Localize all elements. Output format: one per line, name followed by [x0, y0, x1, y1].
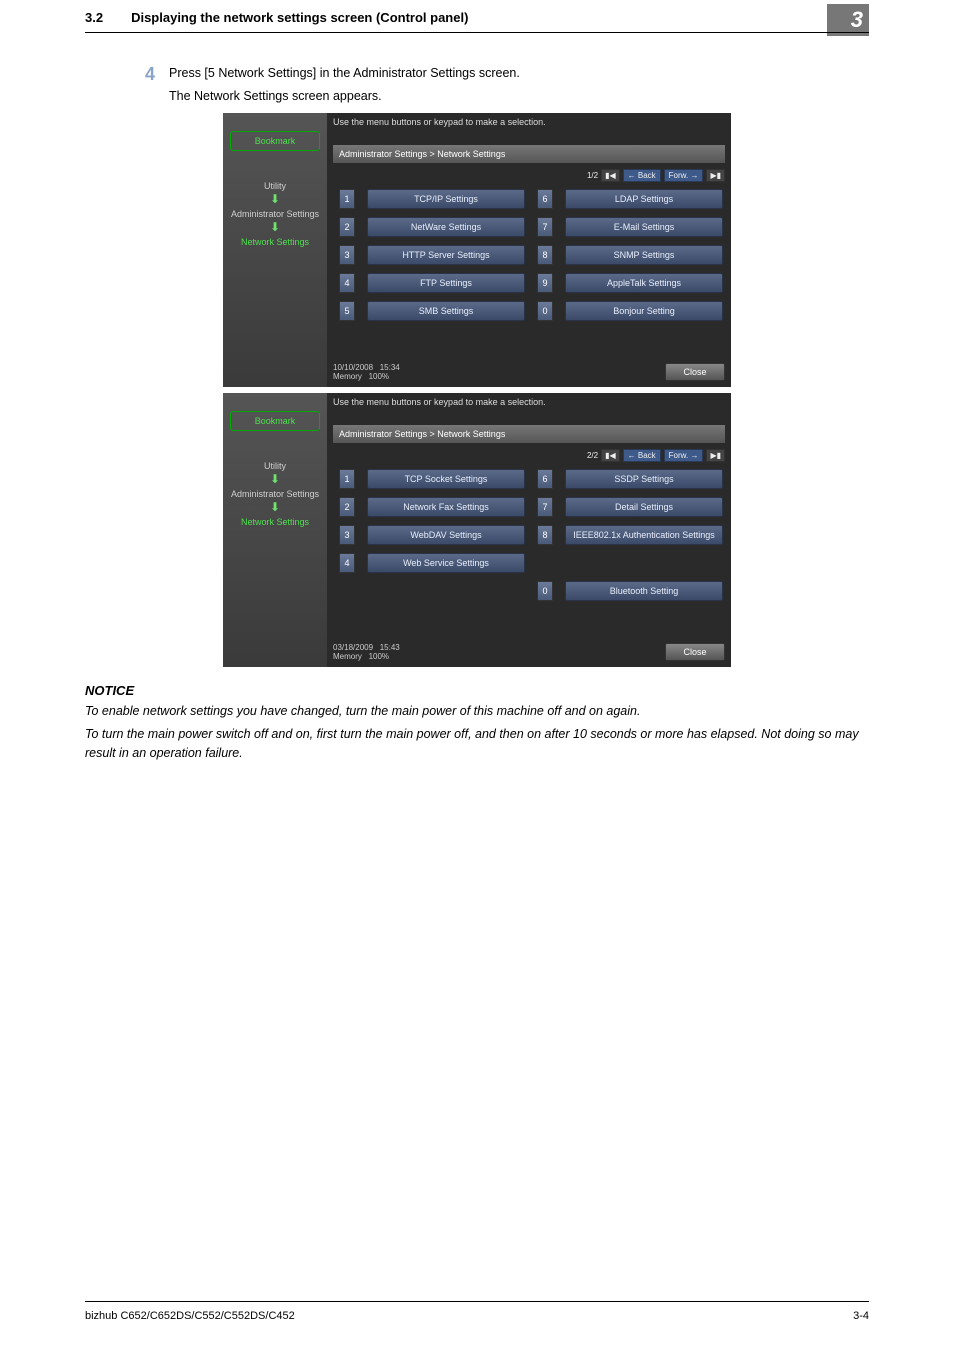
- close-button[interactable]: Close: [665, 643, 725, 661]
- status-time: 15:34: [380, 363, 400, 372]
- memory-label: Memory: [333, 652, 362, 661]
- footer-model: bizhub C652/C652DS/C552/C552DS/C452: [85, 1310, 295, 1322]
- status-bar: 10/10/2008 15:34 Memory 100% Close: [333, 361, 725, 383]
- pager-last-button[interactable]: ▶▮: [706, 449, 725, 462]
- sidebar: BookmarkUtility⬇Administrator Settings⬇N…: [223, 393, 327, 667]
- status-date: 10/10/2008: [333, 363, 373, 372]
- menu-button[interactable]: SMB Settings: [367, 301, 525, 321]
- step-text: Press [5 Network Settings] in the Admini…: [169, 64, 520, 83]
- menu-button[interactable]: Bonjour Setting: [565, 301, 723, 321]
- menu-number: 2: [339, 497, 355, 517]
- footer-page: 3-4: [853, 1310, 869, 1322]
- menu-button[interactable]: LDAP Settings: [565, 189, 723, 209]
- header-rule: [85, 32, 869, 33]
- main-panel: Use the menu buttons or keypad to make a…: [327, 393, 731, 667]
- step-subtext: The Network Settings screen appears.: [169, 89, 869, 103]
- menu-button[interactable]: IEEE802.1x Authentication Settings: [565, 525, 723, 545]
- arrow-down-icon: ⬇: [270, 503, 280, 513]
- menu-number: 8: [537, 525, 553, 545]
- notice-para-1: To enable network settings you have chan…: [85, 702, 869, 721]
- instruction-text: Use the menu buttons or keypad to make a…: [333, 117, 546, 127]
- pager: 2/2▮◀← BackForw. →▶▮: [587, 447, 725, 463]
- status-bar: 03/18/2009 15:43 Memory 100% Close: [333, 641, 725, 663]
- page-indicator: 1/2: [587, 171, 598, 180]
- breadcrumb: Administrator Settings > Network Setting…: [333, 425, 725, 443]
- footer-rule: [85, 1301, 869, 1302]
- menu-number: 1: [339, 469, 355, 489]
- arrow-down-icon: ⬇: [270, 195, 280, 205]
- menu-button[interactable]: WebDAV Settings: [367, 525, 525, 545]
- menu-number: 6: [537, 469, 553, 489]
- menu-number: 1: [339, 189, 355, 209]
- section-title: Displaying the network settings screen (…: [131, 10, 869, 25]
- pager-back-button[interactable]: ← Back: [623, 449, 661, 462]
- pager-first-button[interactable]: ▮◀: [601, 169, 620, 182]
- device-screenshot: BookmarkUtility⬇Administrator Settings⬇N…: [223, 113, 731, 387]
- menu-number: 2: [339, 217, 355, 237]
- menu-number: 4: [339, 553, 355, 573]
- pager-first-button[interactable]: ▮◀: [601, 449, 620, 462]
- memory-value: 100%: [369, 372, 389, 381]
- menu-button[interactable]: TCP Socket Settings: [367, 469, 525, 489]
- menu-number: 8: [537, 245, 553, 265]
- pager: 1/2▮◀← BackForw. →▶▮: [587, 167, 725, 183]
- memory-label: Memory: [333, 372, 362, 381]
- menu-grid: 1TCP/IP Settings6LDAP Settings2NetWare S…: [339, 189, 719, 321]
- menu-number: 4: [339, 273, 355, 293]
- menu-button[interactable]: SSDP Settings: [565, 469, 723, 489]
- menu-button[interactable]: TCP/IP Settings: [367, 189, 525, 209]
- menu-number: 3: [339, 245, 355, 265]
- menu-number: 7: [537, 217, 553, 237]
- menu-button[interactable]: Web Service Settings: [367, 553, 525, 573]
- pager-forward-button[interactable]: Forw. →: [664, 169, 704, 182]
- pager-last-button[interactable]: ▶▮: [706, 169, 725, 182]
- menu-number: 5: [339, 301, 355, 321]
- menu-button[interactable]: Bluetooth Setting: [565, 581, 723, 601]
- notice-para-2: To turn the main power switch off and on…: [85, 725, 869, 763]
- device-screenshot: BookmarkUtility⬇Administrator Settings⬇N…: [223, 393, 731, 667]
- sidebar: BookmarkUtility⬇Administrator Settings⬇N…: [223, 113, 327, 387]
- menu-button[interactable]: E-Mail Settings: [565, 217, 723, 237]
- menu-button[interactable]: FTP Settings: [367, 273, 525, 293]
- breadcrumb: Administrator Settings > Network Setting…: [333, 145, 725, 163]
- menu-button[interactable]: SNMP Settings: [565, 245, 723, 265]
- status-date: 03/18/2009: [333, 643, 373, 652]
- section-number: 3.2: [85, 10, 103, 25]
- menu-number: 3: [339, 525, 355, 545]
- menu-number: 6: [537, 189, 553, 209]
- menu-number: 9: [537, 273, 553, 293]
- menu-number: 7: [537, 497, 553, 517]
- status-time: 15:43: [380, 643, 400, 652]
- menu-button[interactable]: AppleTalk Settings: [565, 273, 723, 293]
- menu-button[interactable]: Detail Settings: [565, 497, 723, 517]
- sidebar-item[interactable]: Network Settings: [227, 233, 323, 251]
- close-button[interactable]: Close: [665, 363, 725, 381]
- bookmark-button[interactable]: Bookmark: [230, 411, 320, 431]
- notice-heading: NOTICE: [85, 683, 869, 698]
- bookmark-button[interactable]: Bookmark: [230, 131, 320, 151]
- chapter-number: 3: [851, 7, 863, 33]
- step-number: 4: [85, 64, 169, 85]
- menu-button[interactable]: HTTP Server Settings: [367, 245, 525, 265]
- menu-number: 0: [537, 301, 553, 321]
- pager-back-button[interactable]: ← Back: [623, 169, 661, 182]
- page-indicator: 2/2: [587, 451, 598, 460]
- memory-value: 100%: [369, 652, 389, 661]
- instruction-text: Use the menu buttons or keypad to make a…: [333, 397, 546, 407]
- menu-grid: 1TCP Socket Settings6SSDP Settings2Netwo…: [339, 469, 719, 601]
- main-panel: Use the menu buttons or keypad to make a…: [327, 113, 731, 387]
- menu-number: 0: [537, 581, 553, 601]
- sidebar-item[interactable]: Network Settings: [227, 513, 323, 531]
- pager-forward-button[interactable]: Forw. →: [664, 449, 704, 462]
- arrow-down-icon: ⬇: [270, 475, 280, 485]
- menu-button[interactable]: NetWare Settings: [367, 217, 525, 237]
- menu-button[interactable]: Network Fax Settings: [367, 497, 525, 517]
- arrow-down-icon: ⬇: [270, 223, 280, 233]
